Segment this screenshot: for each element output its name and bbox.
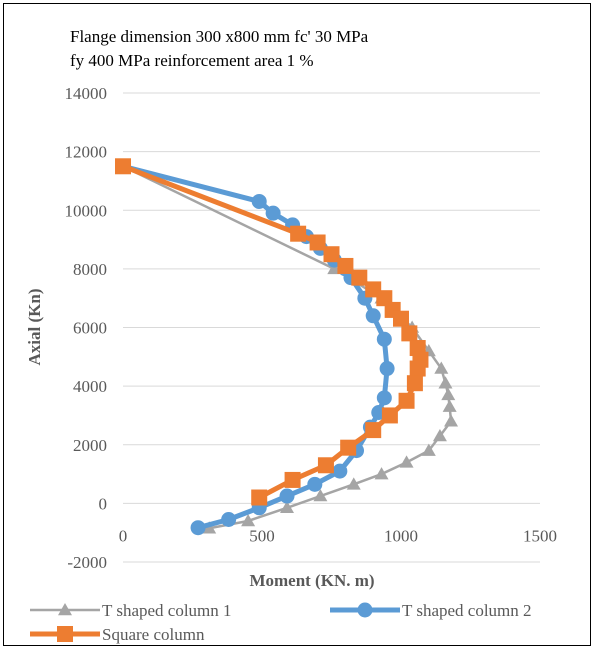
data-point <box>393 310 409 327</box>
legend-item-2: T shaped column 2 <box>330 601 532 620</box>
data-point <box>441 387 456 401</box>
data-point <box>307 476 323 492</box>
y-tick-label: 4000 <box>73 377 107 396</box>
data-point <box>438 376 453 389</box>
series-line <box>122 163 390 531</box>
data-point <box>376 390 392 406</box>
legend-marker <box>357 602 373 618</box>
data-point <box>401 325 418 342</box>
data-point <box>444 414 459 427</box>
data-point <box>432 428 447 442</box>
data-point <box>376 331 392 347</box>
data-point <box>280 500 295 514</box>
x-tick-label: 0 <box>119 526 128 545</box>
chart-frame <box>3 3 591 646</box>
legend-label: T shaped column 1 <box>102 601 232 620</box>
legend-item-1: T shaped column 1 <box>30 601 232 620</box>
data-point <box>317 457 334 474</box>
title-line-1: Flange dimension 300 x800 mm fc' 30 MPa <box>70 27 369 46</box>
legend-label: T shaped column 2 <box>402 601 532 620</box>
title-line-2: fy 400 MPa reinforcement area 1 % <box>70 51 314 70</box>
y-tick-label: 6000 <box>73 319 107 338</box>
data-point <box>374 467 389 480</box>
data-point <box>340 439 357 456</box>
axes: -2000 0 2000 4000 6000 8000 10000 12000 14000 0 50… <box>65 84 558 572</box>
y-tick-label: -2000 <box>67 553 107 572</box>
data-point <box>190 520 206 536</box>
y-axis-title: Axial (Kn) <box>25 289 44 366</box>
data-point <box>399 455 414 468</box>
data-point <box>221 511 237 527</box>
x-axis-title: Moment (KN. m) <box>249 571 374 590</box>
y-tick-label: 10000 <box>65 201 108 220</box>
chart-title: Flange dimension 300 x800 mm fc' 30 MPa … <box>70 27 369 70</box>
x-tick-label: 1000 <box>384 526 418 545</box>
data-point <box>351 269 368 286</box>
legend-item-3: Square column <box>30 625 205 644</box>
legend: T shaped column 1 T shaped column 2 Square… <box>30 601 532 644</box>
data-point <box>313 489 328 502</box>
y-tick-label: 2000 <box>73 436 107 455</box>
y-tick-label: 14000 <box>65 84 108 103</box>
data-point <box>365 422 382 439</box>
data-point <box>421 443 436 456</box>
data-point <box>409 360 426 377</box>
x-tick-label: 1500 <box>523 526 557 545</box>
data-point <box>265 205 281 221</box>
series-3 <box>115 158 429 506</box>
y-tick-label: 0 <box>99 494 108 513</box>
data-point <box>290 225 307 242</box>
data-point <box>202 521 217 534</box>
data-point <box>379 361 395 377</box>
legend-marker <box>57 626 73 642</box>
legend-label: Square column <box>102 625 205 644</box>
data-point <box>337 257 354 274</box>
data-point <box>346 477 361 490</box>
data-point <box>241 513 256 527</box>
data-point <box>332 463 348 479</box>
data-point <box>309 234 326 251</box>
legend-marker <box>58 603 72 616</box>
data-point <box>406 375 423 392</box>
x-tick-label: 500 <box>249 526 275 545</box>
data-series <box>115 158 459 536</box>
data-point <box>284 471 301 488</box>
data-point <box>115 158 131 175</box>
data-point <box>279 488 295 504</box>
data-point <box>398 392 415 409</box>
data-point <box>251 193 267 209</box>
y-tick-label: 12000 <box>65 143 108 162</box>
y-tick-label: 8000 <box>73 260 107 279</box>
data-point <box>365 308 381 324</box>
data-point <box>434 361 449 374</box>
data-point <box>381 407 398 424</box>
data-point <box>442 399 457 412</box>
data-point <box>323 246 340 263</box>
data-point <box>251 489 268 506</box>
